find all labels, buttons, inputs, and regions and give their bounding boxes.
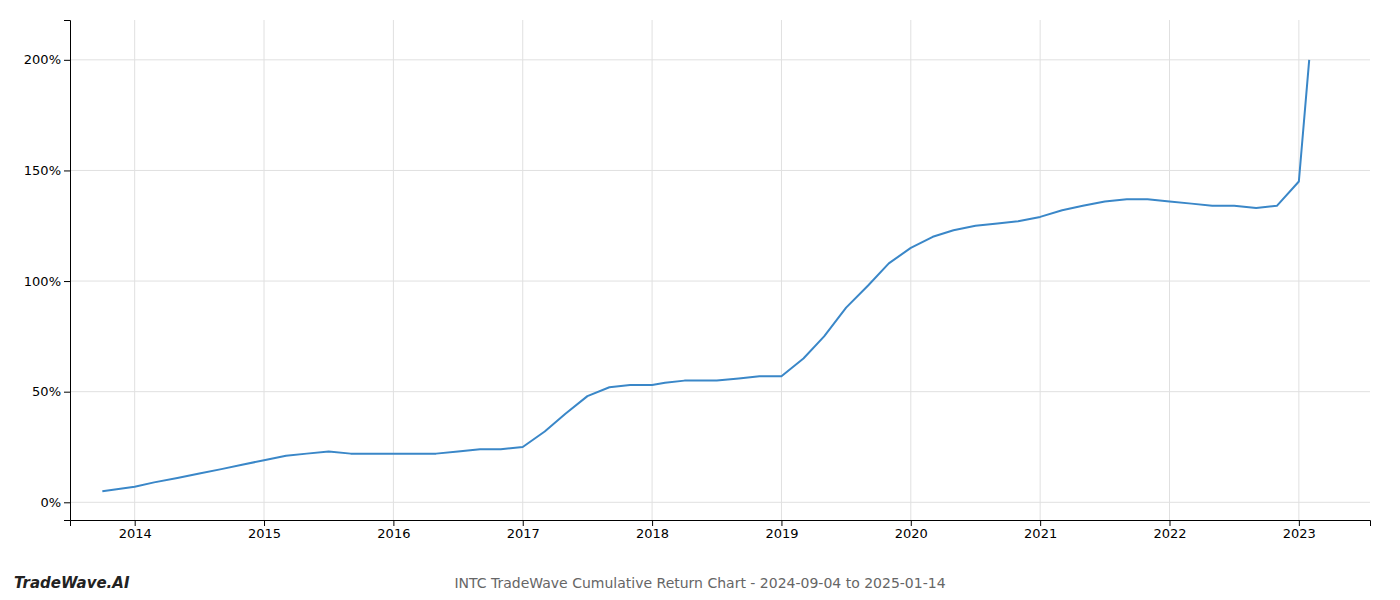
x-tick-mark xyxy=(1040,520,1041,526)
line xyxy=(102,60,1309,491)
grid-line-x xyxy=(1040,20,1041,520)
x-tick-mark xyxy=(393,520,394,526)
y-tick: 200% xyxy=(24,52,70,67)
x-tick: 2014 xyxy=(119,520,152,541)
y-tick-mark xyxy=(64,60,70,61)
x-tick-mark xyxy=(1299,520,1300,526)
x-tick: 2022 xyxy=(1153,520,1186,541)
y-tick: 0% xyxy=(40,495,70,510)
y-tick: 150% xyxy=(24,163,70,178)
y-tick-mark xyxy=(64,502,70,503)
x-tick-mark xyxy=(135,520,136,526)
grid-line-x xyxy=(522,20,523,520)
marks xyxy=(102,60,1309,491)
x-tick: 2017 xyxy=(507,520,540,541)
grid-line-y xyxy=(70,59,1370,60)
x-tick-label: 2015 xyxy=(248,526,281,541)
x-tick: 2018 xyxy=(636,520,669,541)
x-axis: 2014 2015 2016 2017 2018 2019 2020 2021 2022 2023 xyxy=(71,520,1371,541)
y-tick-label: 200% xyxy=(24,52,61,67)
x-tick: 2016 xyxy=(377,520,410,541)
grid-line-x xyxy=(1298,20,1299,520)
x-tick-mark xyxy=(652,520,653,526)
x-tick-label: 2022 xyxy=(1153,526,1186,541)
y-tick-label: 0% xyxy=(40,495,61,510)
grid-line-y xyxy=(70,502,1370,503)
y-tick: 50% xyxy=(32,384,70,399)
grid-line-y xyxy=(70,391,1370,392)
watermark: TradeWave.AI xyxy=(14,574,130,592)
grid-line-x xyxy=(393,20,394,520)
y-tick-label: 150% xyxy=(24,163,61,178)
x-tick-mark xyxy=(1170,520,1171,526)
plot: 2014 2015 2016 2017 2018 2019 2020 2021 2022 2023… xyxy=(24,20,1371,541)
x-tick: 2019 xyxy=(765,520,798,541)
x-tick-label: 2020 xyxy=(895,526,928,541)
y-tick-label: 50% xyxy=(32,384,61,399)
axis-line xyxy=(71,521,1371,527)
x-tick: 2020 xyxy=(895,520,928,541)
x-tick-label: 2016 xyxy=(377,526,410,541)
grid-line-x xyxy=(652,20,653,520)
x-tick: 2015 xyxy=(248,520,281,541)
x-tick-label: 2017 xyxy=(507,526,540,541)
grid-line-x xyxy=(1169,20,1170,520)
chart: 2014 2015 2016 2017 2018 2019 2020 2021 2022 2023… xyxy=(0,0,1400,600)
title: INTC TradeWave Cumulative Return Chart -… xyxy=(454,575,945,591)
x-tick-mark xyxy=(264,520,265,526)
grid xyxy=(70,20,1370,520)
grid-line-x xyxy=(910,20,911,520)
grid-line-y xyxy=(70,170,1370,171)
x-tick-mark xyxy=(911,520,912,526)
x-tick: 2023 xyxy=(1283,520,1316,541)
grid-line-x xyxy=(134,20,135,520)
grid-line-y xyxy=(70,281,1370,282)
x-tick-label: 2023 xyxy=(1283,526,1316,541)
y-tick-mark xyxy=(64,281,70,282)
x-tick-label: 2014 xyxy=(119,526,152,541)
grid-line-x xyxy=(781,20,782,520)
y-tick: 100% xyxy=(24,274,70,289)
x-tick-label: 2019 xyxy=(765,526,798,541)
x-tick-label: 2018 xyxy=(636,526,669,541)
x-tick-mark xyxy=(523,520,524,526)
axis-line xyxy=(64,21,71,521)
y-tick-mark xyxy=(64,392,70,393)
y-axis: 0% 50% 100% 150% 200% xyxy=(24,21,71,521)
x-tick: 2021 xyxy=(1024,520,1057,541)
grid-line-x xyxy=(264,20,265,520)
y-tick-mark xyxy=(64,170,70,171)
y-tick-label: 100% xyxy=(24,274,61,289)
x-tick-label: 2021 xyxy=(1024,526,1057,541)
x-tick-mark xyxy=(781,520,782,526)
